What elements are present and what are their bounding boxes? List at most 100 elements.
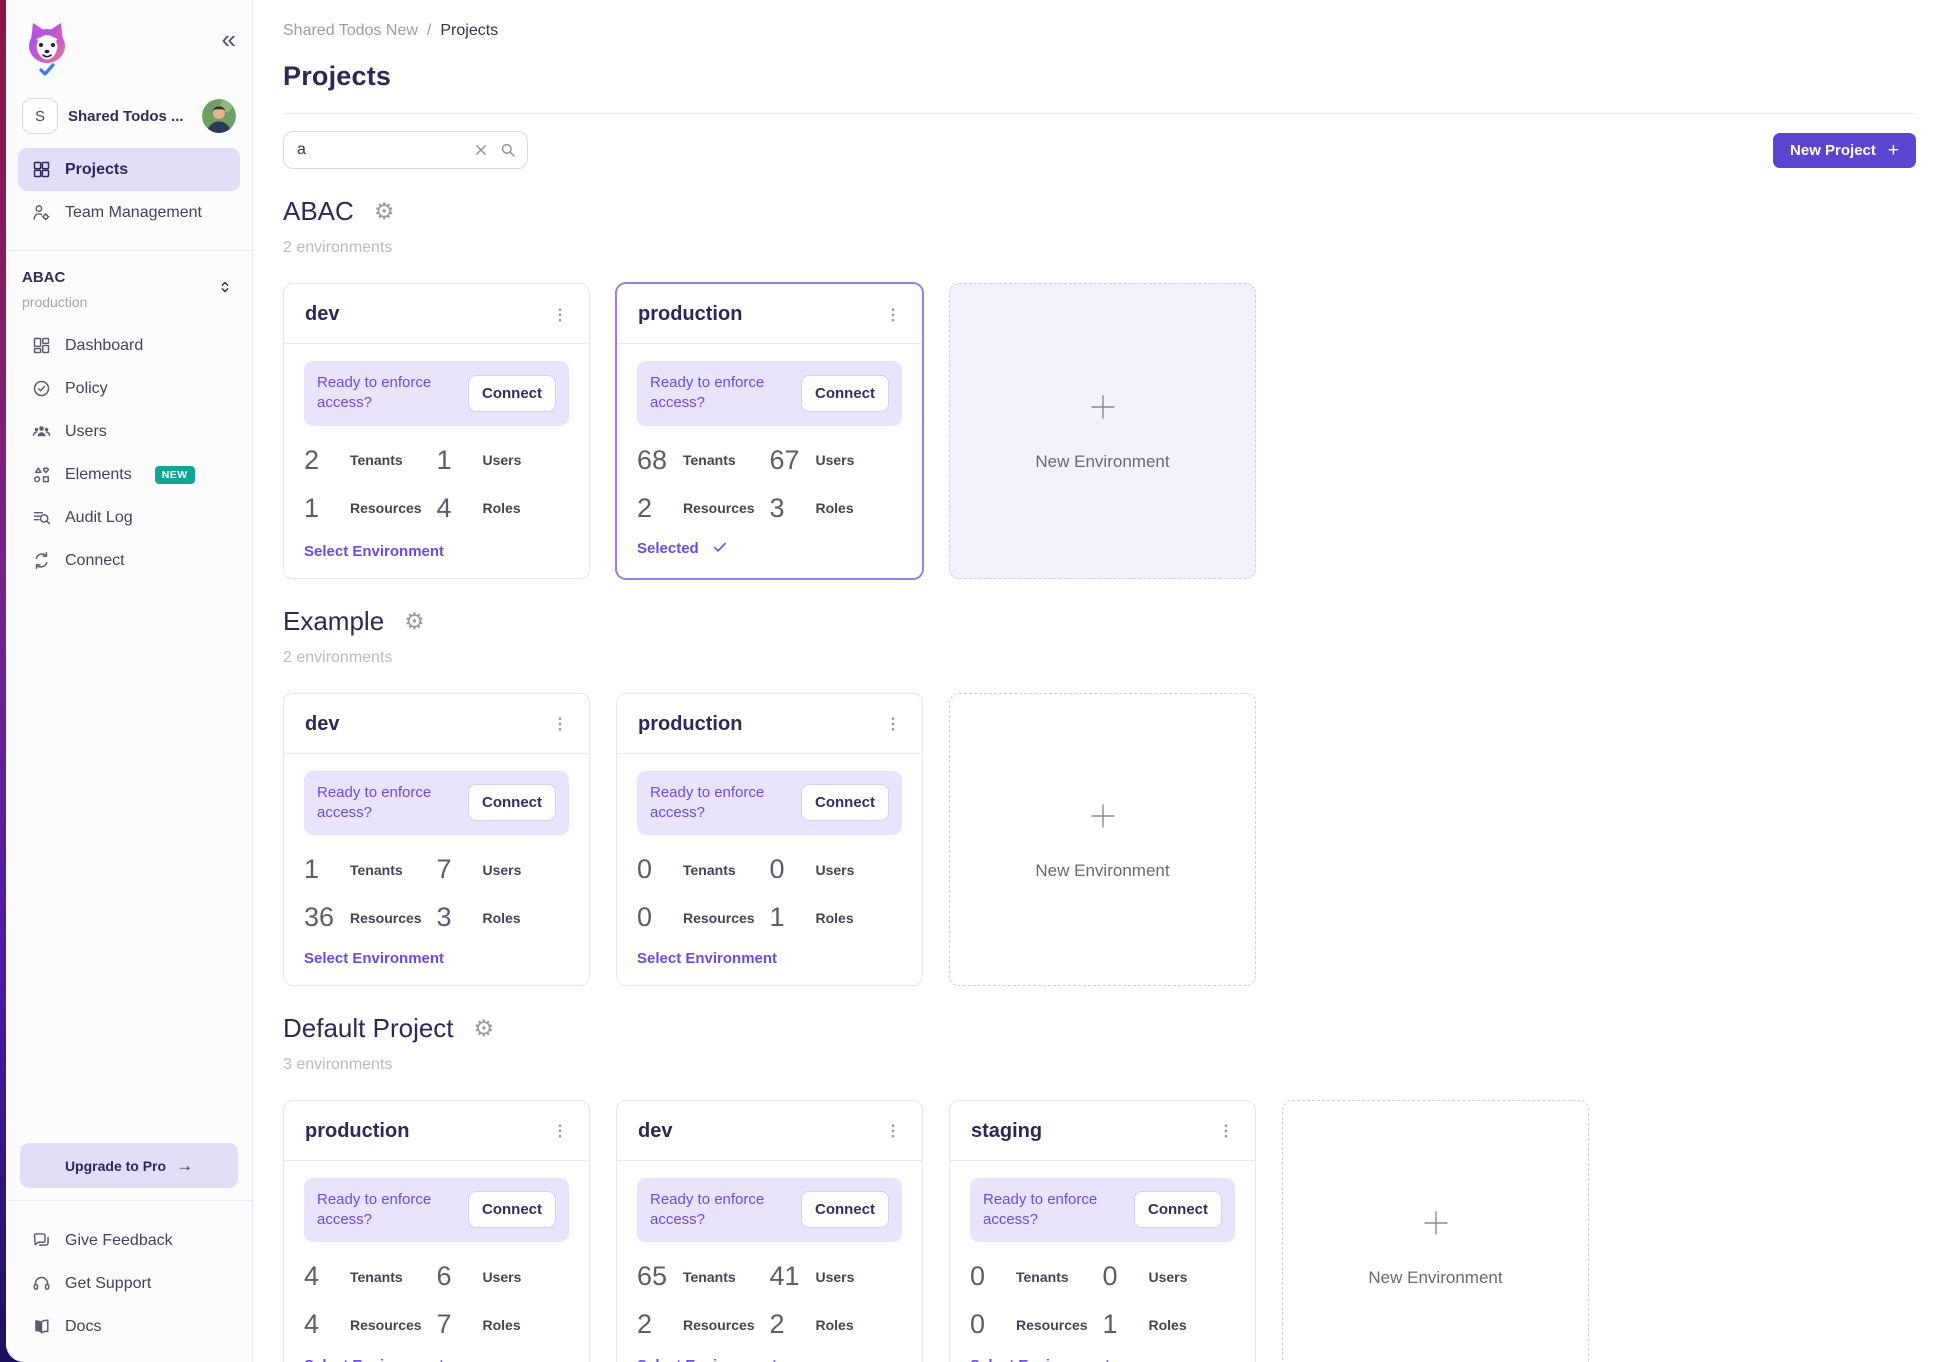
kebab-menu-icon[interactable] [1217,1122,1235,1140]
sidebar-item-label: Give Feedback [65,1231,173,1249]
kebab-menu-icon[interactable] [551,306,569,324]
environment-stats: 1 Tenants 7 Users 36 Resources 3 Roles [304,854,569,933]
stat-label-tenants: Tenants [350,861,403,878]
kebab-menu-icon[interactable] [884,715,902,733]
stat-value-roles: 3 [436,902,452,932]
sidebar-item-audit-log[interactable]: Audit Log [18,496,240,539]
card-action-label: Select Environment [970,1357,1110,1362]
card-action-label: Select Environment [304,542,445,560]
workspace-selector[interactable]: S Shared Todos ... [6,84,252,144]
main-nav: Projects Team Management [6,144,252,238]
stat-value-users: 0 [1102,1261,1118,1291]
project-name: ABAC [283,196,354,226]
sidebar-item-policy[interactable]: Policy [18,367,240,410]
environment-card-body: Ready to enforce access? Connect 4 Tenants 6… [284,1161,589,1362]
sidebar-item-dashboard[interactable]: Dashboard [18,324,240,367]
stat-label-tenants: Tenants [683,861,736,878]
environment-count: 3 environments [283,1055,393,1073]
sidebar-collapse-icon[interactable]: « [221,24,237,54]
stat-value-roles: 4 [436,492,452,523]
sidebar-item-elements[interactable]: Elements NEW [18,453,240,496]
environment-card: dev Ready to enforce access? Connect 2 Tenan… [283,283,590,579]
environment-cards-row: dev Ready to enforce access? Connect 1 Tenan… [283,692,1916,986]
stat-label-resources: Resources [683,1316,755,1333]
stat-value-resources: 0 [637,902,653,932]
sidebar-item-give-feedback[interactable]: Give Feedback [18,1219,240,1262]
new-environment-card[interactable]: New Environment [949,283,1256,579]
plus-icon [1085,389,1121,430]
sidebar-item-label: Connect [65,551,125,569]
connect-button[interactable]: Connect [801,784,889,822]
breadcrumb-workspace[interactable]: Shared Todos New [283,22,418,39]
plus-icon [1418,1205,1454,1246]
project-section-header: ABAC ⚙ [283,196,1916,227]
kebab-menu-icon[interactable] [884,306,902,324]
connect-button[interactable]: Connect [468,1191,556,1229]
check-icon [711,538,729,560]
environment-stats: 65 Tenants 41 Users 2 Resources 2 Roles [637,1261,902,1340]
kebab-menu-icon[interactable] [551,715,569,733]
select-environment-link[interactable]: Select Environment [304,1343,569,1362]
title-divider [283,113,1916,114]
stat-value-resources: 2 [637,492,653,523]
connect-button[interactable]: Connect [468,374,556,412]
stat-value-resources: 1 [304,492,320,523]
project-name: Example [283,605,385,636]
search-input[interactable] [297,141,463,159]
connect-button[interactable]: Connect [1134,1191,1222,1229]
connect-button[interactable]: Connect [801,1191,889,1229]
select-environment-link[interactable]: Select Environment [637,936,902,967]
connect-button[interactable]: Connect [801,374,889,412]
sidebar-item-users[interactable]: Users [18,410,240,453]
sidebar-item-team-management[interactable]: Team Management [18,191,240,234]
search-icon[interactable] [499,141,517,159]
new-environment-card[interactable]: New Environment [1282,1099,1589,1362]
clear-search-icon[interactable] [472,141,490,159]
sidebar-divider-bottom [6,1200,252,1201]
app-window: « S Shared Todos ... [6,0,1933,1362]
plus-icon [1085,798,1121,839]
new-environment-card[interactable]: New Environment [949,692,1256,986]
environment-card-header: dev [284,284,589,343]
project-sections: ABAC ⚙ 2 environments dev Ready to enforce a… [283,196,1916,1362]
select-environment-link[interactable]: Select Environment [304,936,569,967]
stat-value-roles: 2 [769,1309,785,1339]
environment-card: production Ready to enforce access? Connec… [616,283,923,579]
select-environment-link[interactable]: Select Environment [970,1343,1235,1362]
new-project-button[interactable]: New Project + [1773,132,1916,168]
search-box [283,131,528,169]
docs-icon [30,1316,52,1338]
gear-icon[interactable]: ⚙ [473,1014,495,1041]
connect-button[interactable]: Connect [468,784,556,822]
select-environment-link[interactable]: Select Environment [304,529,569,560]
upgrade-to-pro-button[interactable]: Upgrade to Pro → [20,1143,238,1188]
kebab-menu-icon[interactable] [884,1122,902,1140]
environment-name: dev [305,303,340,325]
environment-name: production [305,1119,410,1142]
sidebar-item-connect[interactable]: Connect [18,539,240,582]
stat-value-users: 0 [769,854,785,884]
audit-log-icon [30,507,52,529]
stat-label-roles: Roles [1148,1316,1187,1333]
gear-icon[interactable]: ⚙ [373,198,395,224]
stat-label-users: Users [1148,1268,1188,1285]
team-icon [30,202,52,224]
sidebar-item-label: Team Management [65,203,202,221]
sidebar-item-projects[interactable]: Projects [18,148,240,191]
card-divider [617,1159,922,1161]
environment-stats: 68 Tenants 67 Users 2 Resources 3 Roles [637,445,902,524]
sidebar-item-get-support[interactable]: Get Support [18,1262,240,1305]
sidebar-item-docs[interactable]: Docs [18,1305,240,1348]
user-avatar[interactable] [202,99,236,133]
environment-card-body: Ready to enforce access? Connect 68 Tenants… [617,344,922,578]
gear-icon[interactable]: ⚙ [404,607,425,634]
project-environment-selector[interactable]: ABAC production [6,263,252,320]
card-divider [950,1159,1255,1161]
kebab-menu-icon[interactable] [551,1122,569,1140]
select-environment-link[interactable]: Select Environment [637,1343,902,1362]
stat-value-tenants: 0 [637,854,653,884]
environment-card: staging Ready to enforce access? Connect 0 T… [949,1099,1256,1362]
stat-value-users: 41 [769,1261,800,1291]
permit-dog-logo [29,23,65,76]
environment-card-header: dev [617,1101,922,1160]
